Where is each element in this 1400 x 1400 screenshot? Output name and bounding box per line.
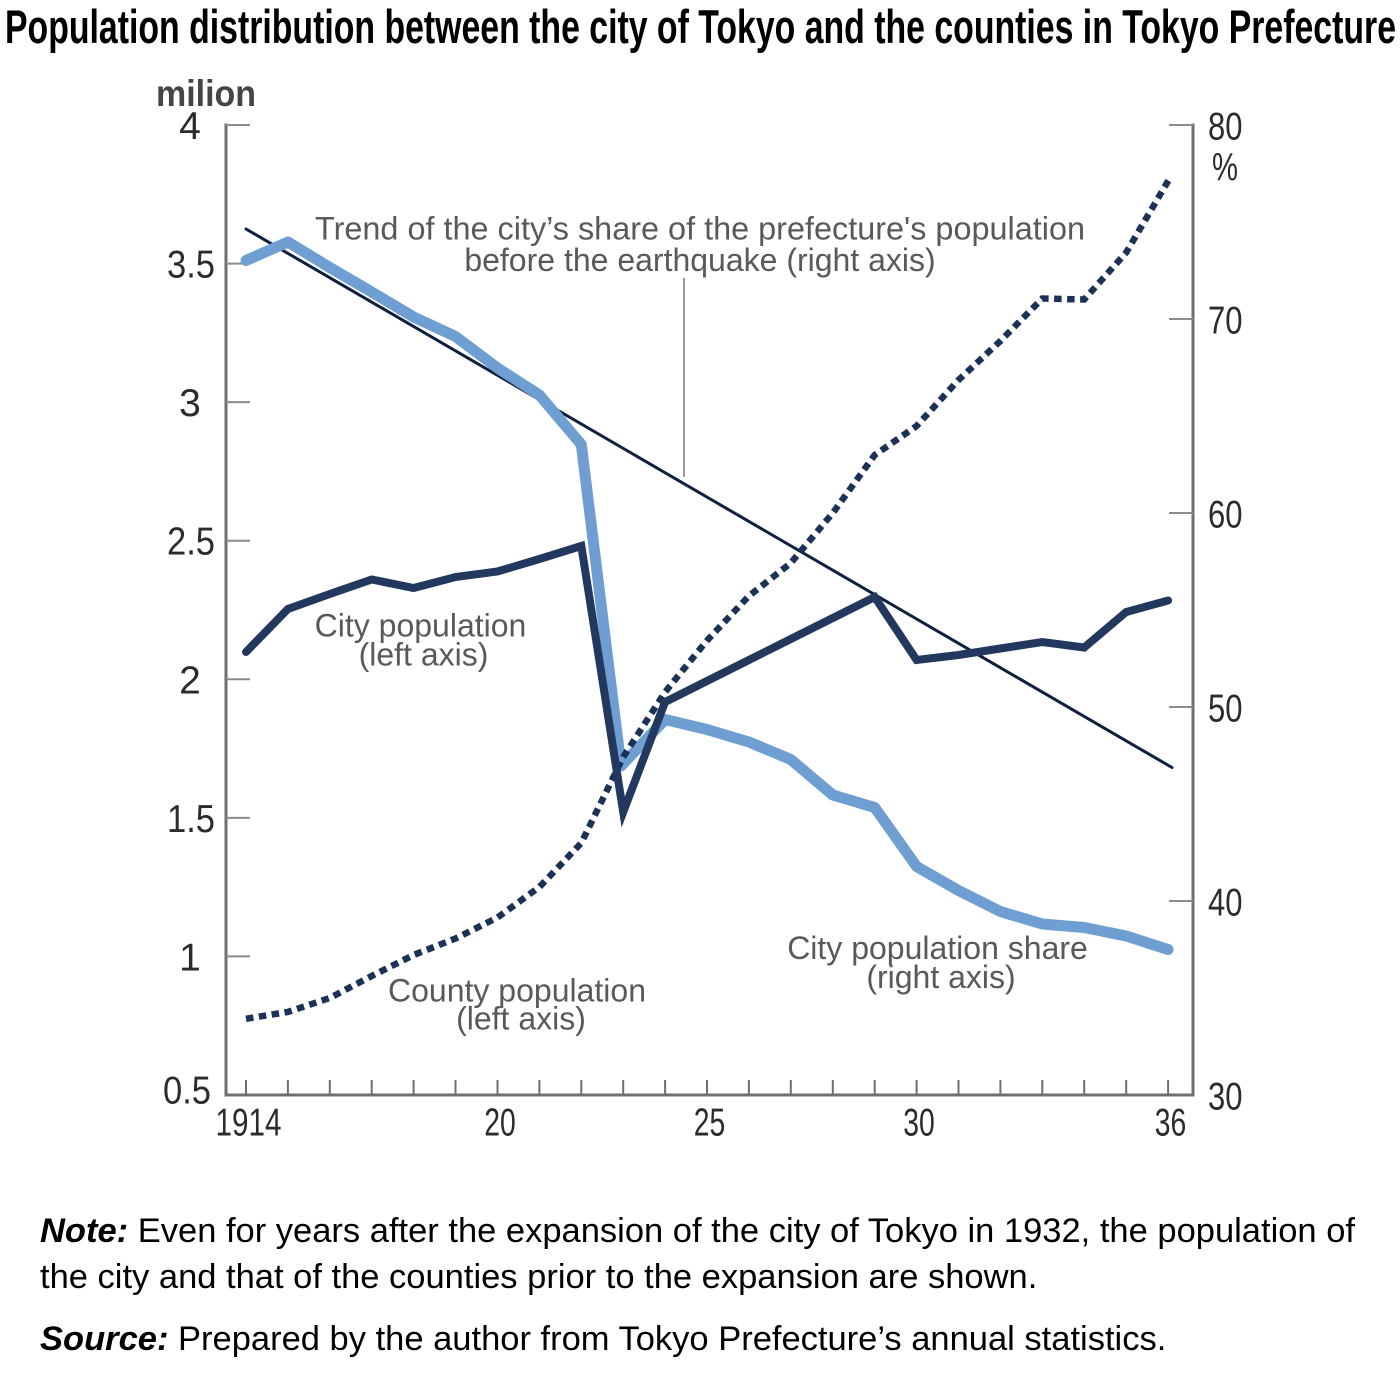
svg-text:60: 60 xyxy=(1208,494,1243,537)
svg-text:Source: Prepared by the author: Source: Prepared by the author from Toky… xyxy=(40,1320,1166,1358)
svg-text:before the earthquake (right a: before the earthquake (right axis) xyxy=(464,242,935,278)
svg-text:3.5: 3.5 xyxy=(167,244,215,287)
svg-text:80: 80 xyxy=(1208,106,1243,149)
svg-text:Population distribution betwee: Population distribution between the city… xyxy=(5,0,1396,53)
svg-text:40: 40 xyxy=(1208,882,1243,925)
svg-text:Note: Even for years after the: Note: Even for years after the expansion… xyxy=(40,1212,1355,1250)
svg-text:3: 3 xyxy=(179,382,201,425)
svg-text:2.5: 2.5 xyxy=(167,521,215,564)
svg-text:30: 30 xyxy=(1208,1076,1243,1119)
svg-text:%: % xyxy=(1212,147,1238,190)
svg-text:Trend of the city’s share of t: Trend of the city’s share of the prefect… xyxy=(315,211,1085,247)
svg-text:4: 4 xyxy=(179,105,201,148)
svg-text:City population share: City population share xyxy=(787,930,1088,966)
svg-text:(left axis): (left axis) xyxy=(359,637,489,673)
svg-text:25: 25 xyxy=(694,1102,726,1145)
svg-text:1914: 1914 xyxy=(216,1102,282,1145)
svg-text:30: 30 xyxy=(903,1102,935,1145)
svg-text:36: 36 xyxy=(1155,1102,1187,1145)
svg-text:1.5: 1.5 xyxy=(167,798,215,841)
svg-text:2: 2 xyxy=(179,659,201,702)
svg-text:(left axis): (left axis) xyxy=(456,1001,586,1037)
svg-text:the city and that of the count: the city and that of the counties prior … xyxy=(40,1258,1037,1296)
svg-text:(right axis): (right axis) xyxy=(866,959,1015,995)
svg-text:70: 70 xyxy=(1208,300,1243,343)
svg-text:50: 50 xyxy=(1208,688,1243,731)
svg-text:City population: City population xyxy=(315,608,527,644)
svg-text:0.5: 0.5 xyxy=(163,1070,211,1113)
svg-text:County population: County population xyxy=(388,973,646,1009)
svg-text:20: 20 xyxy=(484,1102,516,1145)
svg-text:1: 1 xyxy=(179,936,201,979)
svg-text:milion: milion xyxy=(156,73,256,114)
